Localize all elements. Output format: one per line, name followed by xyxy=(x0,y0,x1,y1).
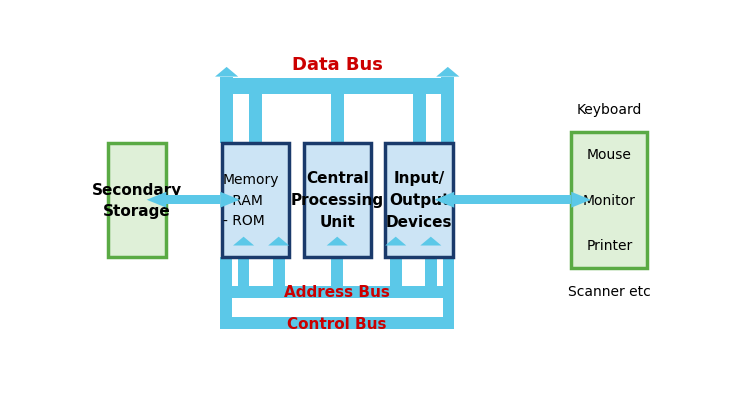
Bar xyxy=(220,298,232,317)
Text: Control Bus: Control Bus xyxy=(288,316,387,331)
Polygon shape xyxy=(421,237,442,246)
Bar xyxy=(390,257,402,286)
Text: Keyboard

Mouse

Monitor

Printer

Scanner etc: Keyboard Mouse Monitor Printer Scanner e… xyxy=(568,102,651,298)
Bar xyxy=(425,257,436,286)
Polygon shape xyxy=(435,192,455,208)
Bar xyxy=(220,317,455,329)
Bar xyxy=(273,257,285,286)
Bar xyxy=(413,95,426,144)
Bar xyxy=(220,286,455,298)
Bar xyxy=(238,257,249,286)
Polygon shape xyxy=(327,237,348,246)
Bar xyxy=(442,95,455,144)
Polygon shape xyxy=(268,237,289,246)
Polygon shape xyxy=(385,237,406,246)
Bar xyxy=(331,144,344,156)
Bar xyxy=(220,79,455,95)
Bar xyxy=(442,257,455,298)
Bar xyxy=(249,144,262,156)
FancyBboxPatch shape xyxy=(222,144,289,257)
Polygon shape xyxy=(146,192,166,208)
FancyBboxPatch shape xyxy=(304,144,371,257)
Text: Memory
- RAM
- ROM: Memory - RAM - ROM xyxy=(223,173,279,228)
Text: Central
Processing
Unit: Central Processing Unit xyxy=(291,171,384,230)
Bar xyxy=(331,95,344,144)
Bar xyxy=(455,196,572,204)
Bar xyxy=(220,257,232,298)
Polygon shape xyxy=(233,237,254,246)
Bar xyxy=(331,246,343,257)
Polygon shape xyxy=(244,156,267,166)
Bar xyxy=(249,95,262,144)
Text: Input/
Output
Devices: Input/ Output Devices xyxy=(386,171,452,230)
Bar xyxy=(273,246,285,257)
Text: Address Bus: Address Bus xyxy=(285,284,390,299)
Polygon shape xyxy=(220,192,240,208)
FancyBboxPatch shape xyxy=(572,133,647,268)
Text: Secondary
Storage: Secondary Storage xyxy=(92,182,182,218)
Bar xyxy=(220,95,233,144)
Bar xyxy=(390,246,402,257)
Polygon shape xyxy=(408,156,430,166)
Bar xyxy=(331,257,343,286)
Text: Data Bus: Data Bus xyxy=(291,56,383,74)
Bar xyxy=(425,246,436,257)
Polygon shape xyxy=(436,68,459,77)
FancyBboxPatch shape xyxy=(108,144,166,257)
Bar xyxy=(442,77,455,79)
Bar xyxy=(220,77,233,79)
Polygon shape xyxy=(215,68,238,77)
Polygon shape xyxy=(572,192,591,208)
Bar xyxy=(238,246,249,257)
Polygon shape xyxy=(325,156,349,166)
FancyBboxPatch shape xyxy=(386,144,453,257)
Bar xyxy=(166,196,220,204)
Bar xyxy=(413,144,426,156)
Bar xyxy=(442,298,455,317)
